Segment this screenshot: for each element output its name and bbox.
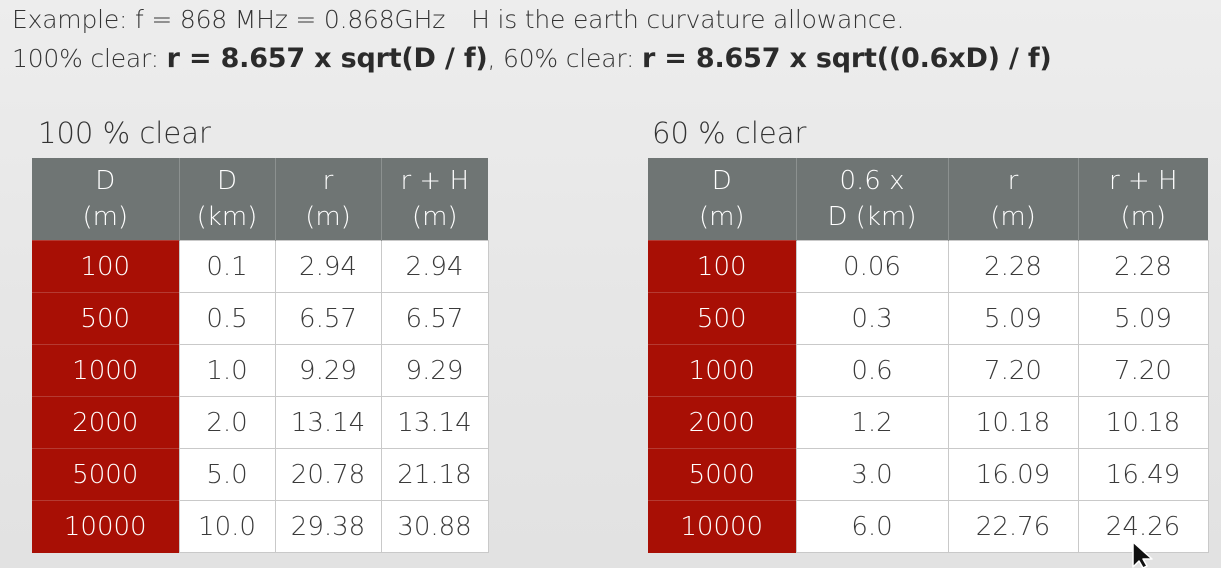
formula-line: 100% clear: r = 8.657 x sqrt(D / f), 60%…: [12, 43, 1052, 74]
column-header: D (m): [648, 158, 797, 241]
column-header: r (m): [948, 158, 1079, 241]
table-row: 10000 10.0 29.38 30.88: [32, 500, 489, 553]
distance-m-cell: 2000: [32, 396, 179, 449]
radius-plus-h-cell: 16.49: [1077, 448, 1209, 501]
radius-cell: 5.09: [947, 292, 1079, 345]
distance-m-cell: 1000: [32, 344, 179, 397]
distance-km-cell: 5.0: [178, 448, 276, 501]
column-header: D (m): [32, 158, 180, 241]
distance-m-cell: 10000: [648, 500, 796, 553]
distance-km-cell: 10.0: [178, 500, 276, 553]
radius-cell: 9.29: [274, 344, 382, 397]
column-header: r + H (m): [1078, 158, 1208, 241]
table-row: 5000 5.0 20.78 21.18: [32, 448, 489, 501]
radius-cell: 22.76: [947, 500, 1079, 553]
formula-label-100: 100% clear:: [12, 44, 167, 73]
radius-plus-h-cell: 30.88: [380, 500, 489, 553]
column-header: r (m): [275, 158, 382, 241]
table-row: 1000 0.6 7.20 7.20: [648, 344, 1209, 397]
distance-m-cell: 5000: [32, 448, 179, 501]
table-row: 500 0.3 5.09 5.09: [648, 292, 1209, 345]
table-title-60: 60 % clear: [652, 116, 807, 150]
distance-km-cell: 6.0: [795, 500, 949, 553]
distance-km-cell: 1.2: [795, 396, 949, 449]
radius-cell: 2.94: [274, 240, 382, 293]
distance-m-cell: 100: [648, 240, 796, 293]
radius-plus-h-cell: 2.94: [380, 240, 489, 293]
table-header-row: D (m) D (km) r (m) r + H (m): [32, 158, 488, 241]
table-row: 5000 3.0 16.09 16.49: [648, 448, 1209, 501]
radius-cell: 13.14: [274, 396, 382, 449]
table-row: 100 0.1 2.94 2.94: [32, 240, 489, 293]
table-row: 2000 2.0 13.14 13.14: [32, 396, 489, 449]
distance-km-cell: 0.3: [795, 292, 949, 345]
formula-separator: , 60% clear:: [487, 44, 642, 73]
radius-plus-h-cell: 2.28: [1077, 240, 1209, 293]
radius-cell: 2.28: [947, 240, 1079, 293]
radius-plus-h-cell: 7.20: [1077, 344, 1209, 397]
distance-m-cell: 10000: [32, 500, 179, 553]
radius-plus-h-cell: 10.18: [1077, 396, 1209, 449]
radius-plus-h-cell: 9.29: [380, 344, 489, 397]
radius-cell: 20.78: [274, 448, 382, 501]
table-title-100: 100 % clear: [38, 116, 211, 150]
distance-km-cell: 0.1: [178, 240, 276, 293]
example-text: Example: f = 868 MHz = 0.868GHz: [12, 5, 446, 34]
formula-60: r = 8.657 x sqrt((0.6xD) / f): [641, 43, 1052, 74]
radius-plus-h-cell: 6.57: [380, 292, 489, 345]
distance-m-cell: 500: [648, 292, 796, 345]
distance-m-cell: 500: [32, 292, 179, 345]
table-row: 500 0.5 6.57 6.57: [32, 292, 489, 345]
distance-km-cell: 0.06: [795, 240, 949, 293]
distance-m-cell: 5000: [648, 448, 796, 501]
table-row: 1000 1.0 9.29 9.29: [32, 344, 489, 397]
table-row: 100 0.06 2.28 2.28: [648, 240, 1209, 293]
distance-km-cell: 2.0: [178, 396, 276, 449]
formula-100: r = 8.657 x sqrt(D / f): [166, 43, 488, 74]
distance-km-cell: 0.6: [795, 344, 949, 397]
distance-km-cell: 1.0: [178, 344, 276, 397]
table-100-clear: D (m) D (km) r (m) r + H (m) 100 0.1 2.94 2.…: [32, 158, 489, 553]
mouse-pointer-icon: [1132, 541, 1153, 568]
distance-m-cell: 100: [32, 240, 179, 293]
radius-plus-h-cell: 13.14: [380, 396, 489, 449]
distance-km-cell: 3.0: [795, 448, 949, 501]
radius-plus-h-cell: 21.18: [380, 448, 489, 501]
radius-cell: 6.57: [274, 292, 382, 345]
table-row: 2000 1.2 10.18 10.18: [648, 396, 1209, 449]
radius-cell: 10.18: [947, 396, 1079, 449]
curvature-note: H is the earth curvature allowance.: [471, 5, 905, 34]
column-header: D (km): [179, 158, 276, 241]
example-line: Example: f = 868 MHz = 0.868GHz H is the …: [12, 5, 904, 34]
distance-km-cell: 0.5: [178, 292, 276, 345]
radius-plus-h-cell: 5.09: [1077, 292, 1209, 345]
table-row: 10000 6.0 22.76 24.26: [648, 500, 1209, 553]
radius-plus-h-cell: 24.26: [1077, 500, 1209, 553]
distance-m-cell: 2000: [648, 396, 796, 449]
column-header: r + H (m): [381, 158, 488, 241]
distance-m-cell: 1000: [648, 344, 796, 397]
radius-cell: 29.38: [274, 500, 382, 553]
radius-cell: 7.20: [947, 344, 1079, 397]
radius-cell: 16.09: [947, 448, 1079, 501]
